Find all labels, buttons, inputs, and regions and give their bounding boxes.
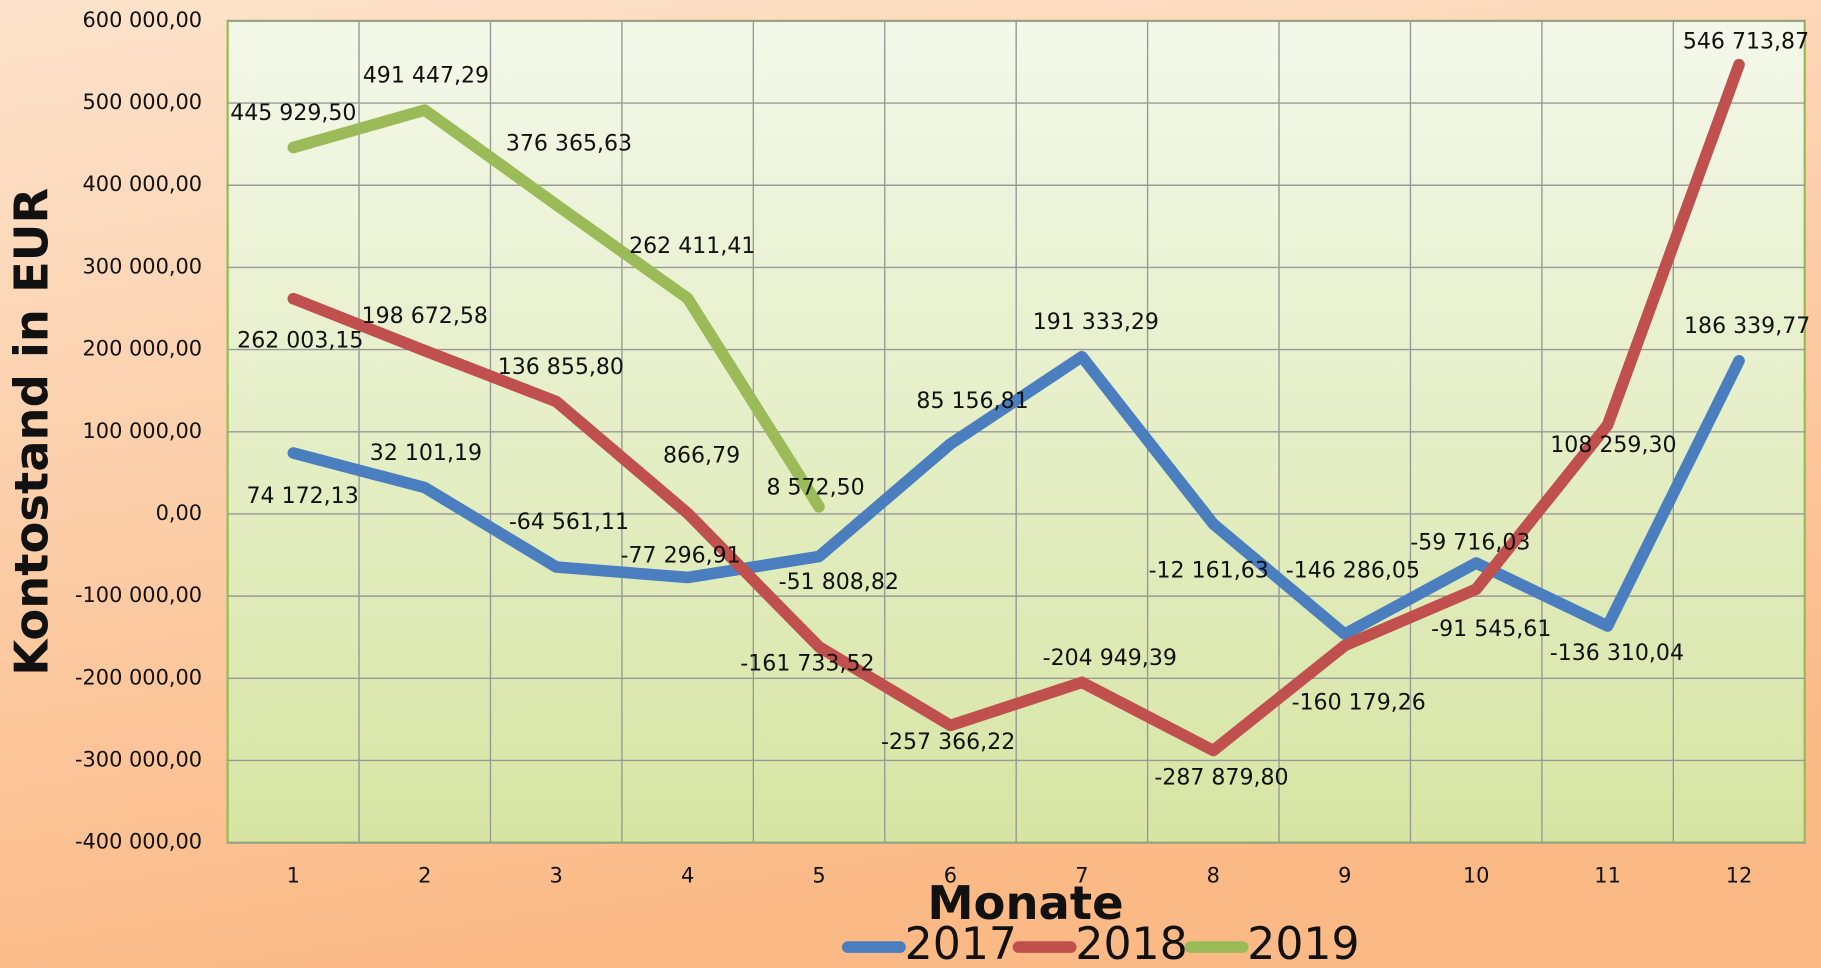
- data-label: -146 286,05: [1286, 558, 1420, 583]
- x-tick-label: 6: [944, 863, 957, 887]
- data-label: -91 545,61: [1431, 617, 1551, 642]
- data-label: 866,79: [663, 443, 740, 468]
- data-label: 108 259,30: [1550, 433, 1676, 458]
- data-label: -51 808,82: [779, 570, 899, 595]
- y-tick-label: 400 000,00: [83, 172, 203, 196]
- y-tick-label: -300 000,00: [75, 747, 202, 771]
- data-label: 186 339,77: [1684, 314, 1810, 339]
- y-tick-label: -400 000,00: [75, 830, 202, 854]
- y-tick-label: -100 000,00: [75, 583, 202, 607]
- x-tick-label: 9: [1338, 863, 1351, 887]
- data-label: 262 411,41: [629, 234, 755, 259]
- data-label: -287 879,80: [1154, 765, 1288, 790]
- y-tick-label: 100 000,00: [83, 419, 203, 443]
- data-label: 191 333,29: [1033, 310, 1159, 335]
- data-label: 85 156,81: [916, 389, 1028, 414]
- x-tick-label: 11: [1594, 863, 1621, 887]
- y-axis-title: Kontostand in EUR: [4, 188, 58, 676]
- data-label: 8 572,50: [766, 475, 864, 500]
- line-series: [287, 58, 1745, 757]
- x-tick-label: 2: [418, 863, 431, 887]
- data-label: 491 447,29: [363, 63, 489, 88]
- data-label: 74 172,13: [247, 484, 359, 509]
- y-tick-label: 0,00: [156, 501, 202, 525]
- data-label: -257 366,22: [881, 730, 1015, 755]
- data-label: -12 161,63: [1149, 559, 1269, 584]
- x-tick-label: 12: [1726, 863, 1753, 887]
- data-label: 445 929,50: [230, 101, 356, 126]
- line-series: [287, 350, 1745, 640]
- data-label: -77 296,91: [621, 544, 741, 569]
- data-label: -160 179,26: [1292, 691, 1426, 716]
- y-tick-label: 300 000,00: [83, 254, 203, 278]
- x-tick-label: 7: [1075, 863, 1088, 887]
- data-label: -136 310,04: [1550, 641, 1684, 666]
- data-label: -161 733,52: [740, 651, 874, 676]
- data-label: 376 365,63: [506, 131, 632, 156]
- x-tick-label: 1: [287, 863, 300, 887]
- x-tick-label: 8: [1207, 863, 1220, 887]
- x-tick-label: 3: [550, 863, 563, 887]
- legend-label: 2017: [905, 919, 1017, 968]
- y-tick-label: -200 000,00: [75, 665, 202, 689]
- line-series: [287, 104, 825, 513]
- legend-label: 2018: [1075, 919, 1187, 968]
- x-tick-label: 4: [681, 863, 694, 887]
- data-label: 546 713,87: [1683, 30, 1809, 55]
- x-tick-label: 5: [812, 863, 825, 887]
- x-tick-label: 10: [1463, 863, 1490, 887]
- data-label: 136 855,80: [498, 355, 624, 380]
- data-label: -204 949,39: [1043, 646, 1177, 671]
- y-tick-label: 600 000,00: [83, 8, 203, 32]
- y-tick-label: 500 000,00: [83, 90, 203, 114]
- y-tick-label: 200 000,00: [83, 337, 203, 361]
- data-label: -59 716,03: [1410, 530, 1530, 555]
- data-label: 32 101,19: [370, 441, 482, 466]
- x-axis-title: Monate: [927, 876, 1123, 930]
- data-label: 198 672,58: [362, 304, 488, 329]
- data-label: -64 561,11: [509, 510, 629, 535]
- legend-label: 2019: [1247, 919, 1359, 968]
- data-label: 262 003,15: [237, 329, 363, 354]
